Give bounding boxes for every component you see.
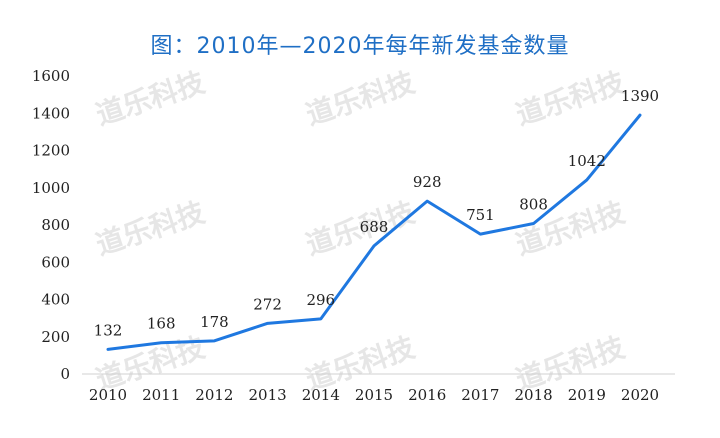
y-tick-label: 600 [41,253,70,271]
x-tick-label: 2020 [621,386,659,404]
watermark-text: 道乐科技 [512,66,629,132]
data-label: 808 [519,196,548,214]
data-label: 168 [147,315,176,333]
y-tick-label: 400 [41,291,70,309]
data-label: 928 [413,173,442,191]
watermark-text: 道乐科技 [92,66,209,132]
x-tick-label: 2012 [195,386,233,404]
data-label: 178 [200,313,229,331]
y-tick-label: 1000 [32,179,70,197]
x-tick-label: 2013 [249,386,287,404]
data-label: 688 [360,218,389,236]
data-label: 272 [253,295,282,313]
data-label: 1042 [568,152,606,170]
y-tick-label: 200 [41,328,70,346]
x-tick-label: 2014 [302,386,340,404]
watermark-text: 道乐科技 [92,196,209,262]
data-label: 1390 [621,87,659,105]
x-tick-label: 2018 [515,386,553,404]
x-tick-label: 2017 [461,386,499,404]
data-label: 751 [466,206,495,224]
x-tick-label: 2016 [408,386,446,404]
x-tick-label: 2019 [568,386,606,404]
data-label: 132 [94,321,123,339]
chart-title: 图：2010年—2020年每年新发基金数量 [150,34,570,59]
y-tick-label: 800 [41,216,70,234]
y-tick-label: 1400 [32,104,70,122]
x-tick-label: 2011 [142,386,180,404]
x-tick-label: 2010 [89,386,127,404]
y-tick-label: 1600 [32,67,70,85]
watermark-text: 道乐科技 [302,66,419,132]
x-tick-label: 2015 [355,386,393,404]
data-label: 296 [306,291,335,309]
y-tick-label: 1200 [32,142,70,160]
y-tick-label: 0 [60,365,70,383]
